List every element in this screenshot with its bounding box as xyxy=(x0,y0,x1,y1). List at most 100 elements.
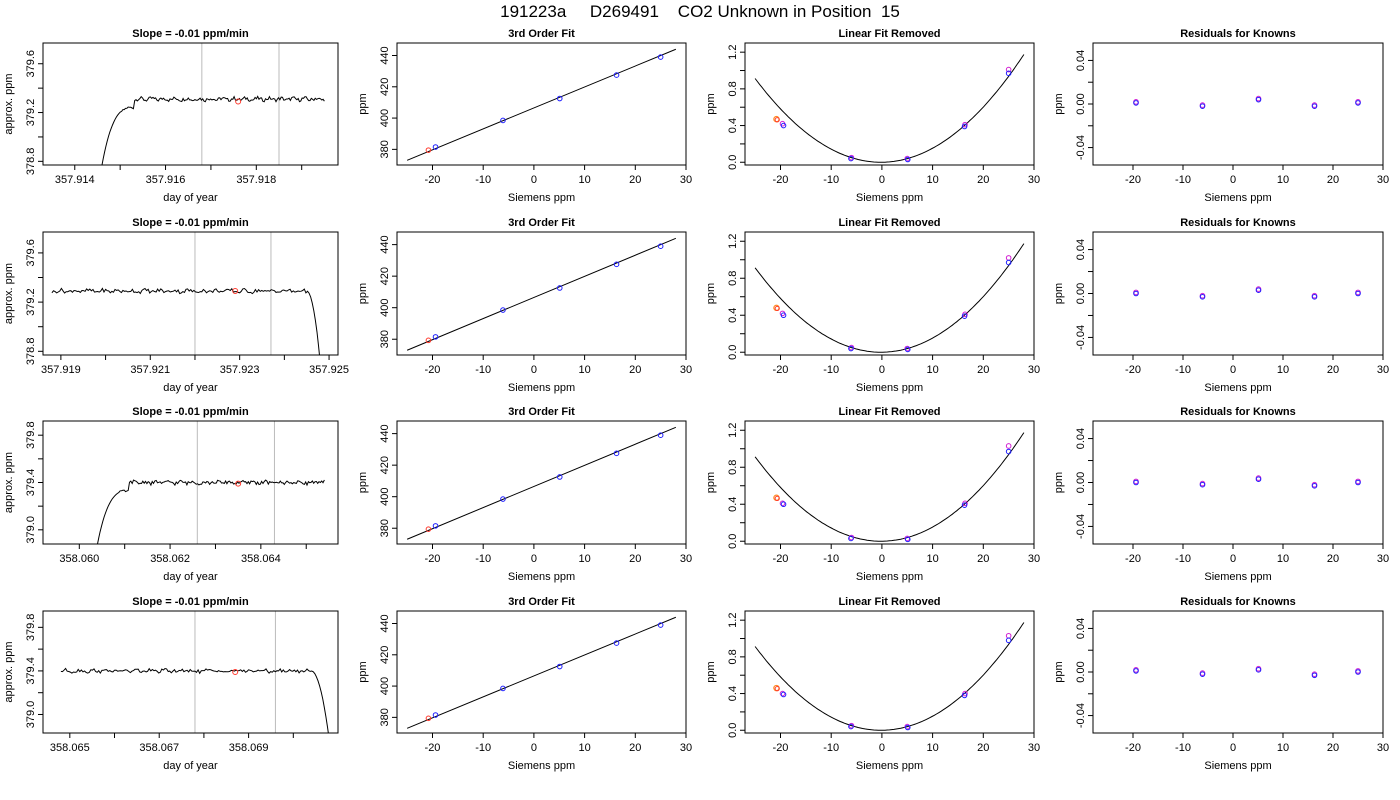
y-tick-label: 440 xyxy=(379,424,391,442)
known-point xyxy=(500,496,506,502)
x-tick-label: 20 xyxy=(977,174,989,186)
x-axis-label: Siemens ppm xyxy=(856,760,923,772)
plot-area xyxy=(754,243,1025,353)
known-point xyxy=(904,536,911,543)
x-tick-label: 10 xyxy=(1277,742,1289,754)
known-point xyxy=(780,691,787,698)
residual-point xyxy=(1355,479,1361,486)
x-tick-label: 30 xyxy=(680,174,692,186)
x-axis-label: day of year xyxy=(163,382,218,394)
residual-point xyxy=(1311,103,1318,109)
fit-curve xyxy=(754,622,1025,731)
known-point xyxy=(961,313,968,319)
unknown-point-inner xyxy=(774,686,780,692)
plot-area xyxy=(754,622,1025,731)
panel-r1-lin: Linear Fit Removed Siemens ppm ppm -20 -10 0 1… xyxy=(705,28,1040,204)
known-point xyxy=(780,501,787,508)
plot-frame xyxy=(42,610,339,734)
y-tick-label: 0.0 xyxy=(727,723,739,738)
x-axis-label: Siemens ppm xyxy=(508,192,575,204)
x-tick-label: -20 xyxy=(773,553,789,565)
x-axis-label: Siemens ppm xyxy=(508,382,575,394)
known-point xyxy=(556,663,563,670)
y-axis-label: ppm xyxy=(357,93,369,114)
x-tick-label: 358.064 xyxy=(241,553,281,565)
plot-frame xyxy=(396,231,687,356)
residual-point xyxy=(1199,481,1206,488)
x-tick-label: 0 xyxy=(1230,553,1236,565)
x-tick-label: -10 xyxy=(823,742,839,754)
x-tick-label: 0 xyxy=(531,174,537,186)
known-point xyxy=(1005,70,1012,77)
panel-title: Linear Fit Removed xyxy=(838,596,940,608)
x-tick-label: 20 xyxy=(977,742,989,754)
y-tick-label: 400 xyxy=(379,677,391,695)
y-tick-label: -0.04 xyxy=(1075,514,1087,539)
x-tick-label: -10 xyxy=(1175,364,1191,376)
panel-r2-lin: Linear Fit Removed Siemens ppm ppm -20 -10 0 1… xyxy=(705,217,1040,394)
y-tick-label: 378.8 xyxy=(25,148,37,176)
unknown-point-inner xyxy=(774,117,780,123)
known-point xyxy=(1005,259,1012,266)
x-axis-label: Siemens ppm xyxy=(508,760,575,772)
plot-area xyxy=(101,43,325,165)
panel-r3-lin: Linear Fit Removed Siemens ppm ppm -20 -10 0 1… xyxy=(705,406,1040,583)
unknown-marker xyxy=(232,669,239,675)
unknown-marker xyxy=(235,98,242,105)
y-tick-label: 0.00 xyxy=(1075,283,1087,304)
known-point xyxy=(848,723,854,730)
x-tick-label: 10 xyxy=(1277,364,1289,376)
residual-point xyxy=(1255,667,1262,673)
panel-r1-fit: 3rd Order Fit Siemens ppm ppm -20 -10 0 10 20 30… xyxy=(357,28,692,204)
residual-point xyxy=(1355,100,1361,106)
y-tick-label: 379.8 xyxy=(25,421,37,449)
y-tick-label: 379.4 xyxy=(25,657,37,685)
x-tick-label: 0 xyxy=(879,174,885,186)
residual-point xyxy=(1355,669,1361,675)
plot-area xyxy=(97,421,325,544)
y-tick-label: 380 xyxy=(379,708,391,726)
x-tick-label: -10 xyxy=(1175,553,1191,565)
x-axis-label: day of year xyxy=(163,571,218,583)
panel-r3-fit: 3rd Order Fit Siemens ppm ppm -20 -10 0 10 20 30… xyxy=(357,406,692,583)
residual-point xyxy=(1199,293,1206,300)
y-axis-label: approx. ppm xyxy=(3,73,15,134)
x-axis-label: day of year xyxy=(163,760,218,772)
x-tick-label: 20 xyxy=(629,742,641,754)
y-tick-label: 1.2 xyxy=(727,613,739,628)
x-tick-label: 0 xyxy=(1230,174,1236,186)
y-axis-label: approx. ppm xyxy=(3,452,15,513)
x-tick-label: -20 xyxy=(425,553,441,565)
y-tick-label: 379.2 xyxy=(25,288,37,316)
x-tick-label: 357.919 xyxy=(41,364,81,376)
plot-frame xyxy=(42,231,339,356)
x-tick-label: 30 xyxy=(680,742,692,754)
y-tick-label: 0.0 xyxy=(727,534,739,549)
y-axis-label: ppm xyxy=(705,661,717,682)
x-tick-label: 357.921 xyxy=(130,364,170,376)
y-tick-label: -0.04 xyxy=(1075,325,1087,350)
plot-frame xyxy=(744,231,1035,356)
x-tick-label: -10 xyxy=(823,553,839,565)
panel-title: Slope = -0.01 ppm/min xyxy=(132,217,249,229)
y-tick-label: 0.04 xyxy=(1075,50,1087,71)
x-tick-label: 30 xyxy=(1377,174,1389,186)
panel-title: Linear Fit Removed xyxy=(838,217,940,229)
y-axis-label: ppm xyxy=(1053,661,1065,682)
x-tick-label: -20 xyxy=(1125,742,1141,754)
y-axis-label: approx. ppm xyxy=(3,641,15,702)
x-tick-label: 358.067 xyxy=(139,742,179,754)
x-tick-label: 10 xyxy=(926,742,938,754)
residual-point xyxy=(1311,293,1318,300)
y-axis-label: ppm xyxy=(1053,472,1065,493)
plot-area xyxy=(1133,95,1361,109)
x-tick-label: 20 xyxy=(977,553,989,565)
y-tick-label: 420 xyxy=(379,646,391,664)
x-tick-label: 20 xyxy=(1327,742,1339,754)
x-tick-label: 30 xyxy=(1028,553,1040,565)
y-tick-label: 0.8 xyxy=(727,460,739,475)
known-point xyxy=(613,72,620,78)
x-tick-label: -10 xyxy=(1175,174,1191,186)
y-tick-label: 0.4 xyxy=(727,686,739,701)
